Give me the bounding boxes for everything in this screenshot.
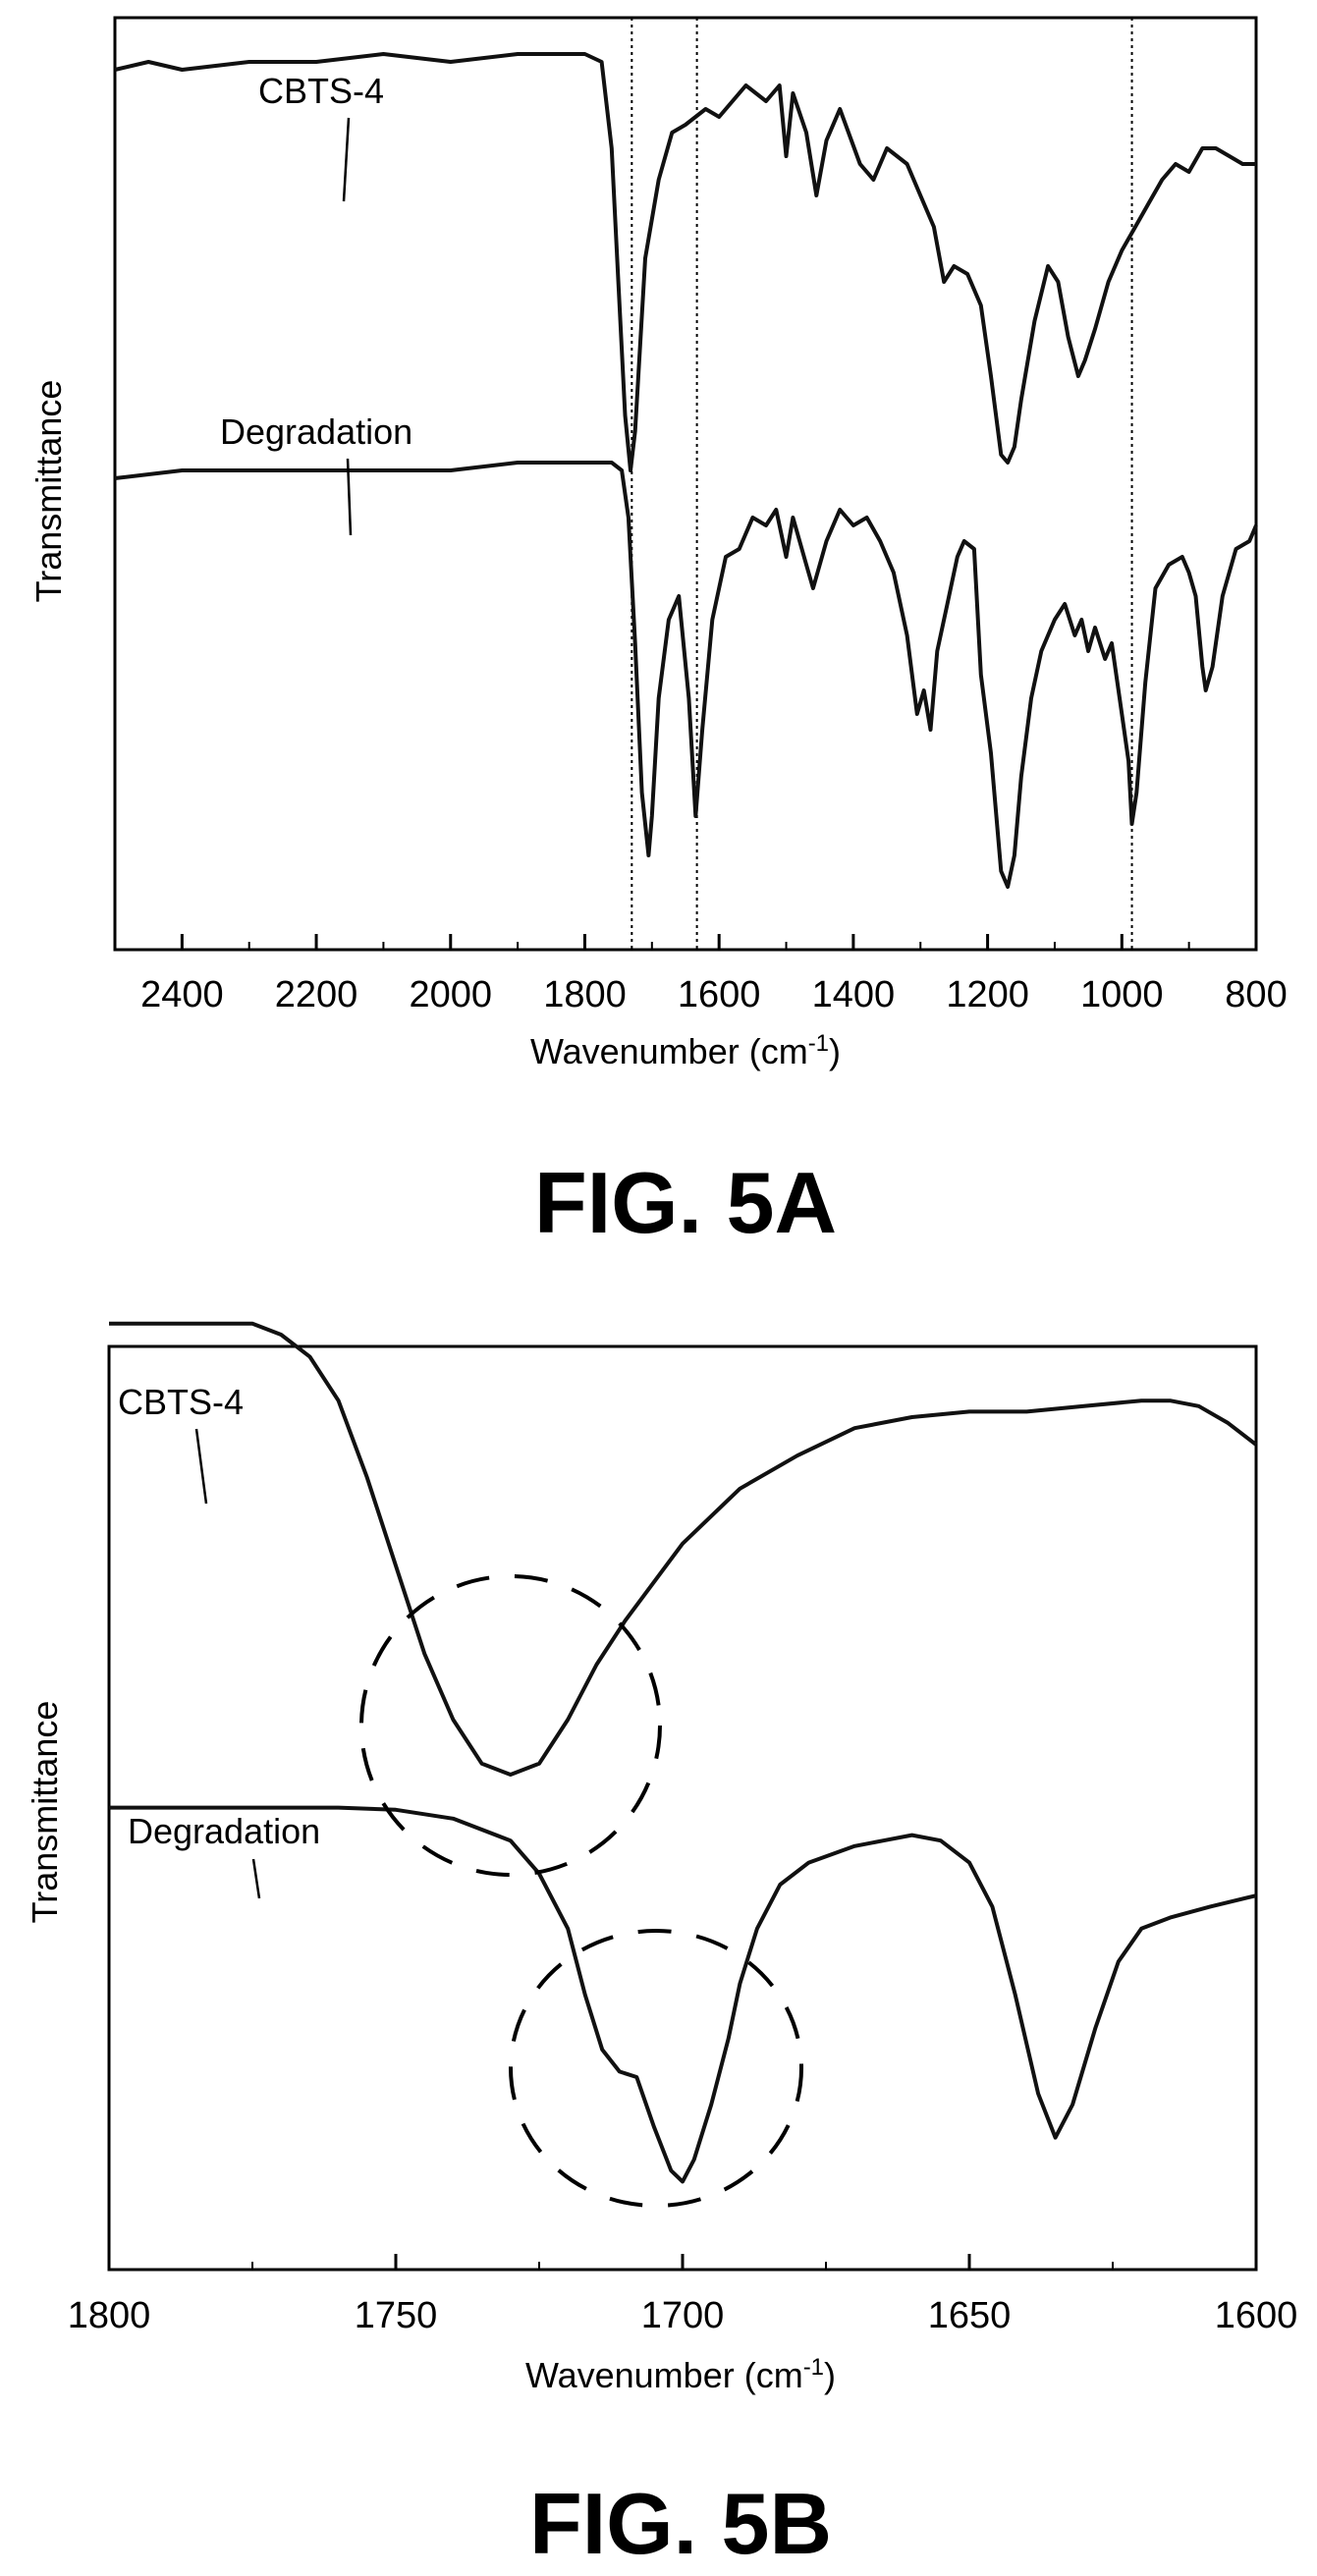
series-label-cbts4-5a: CBTS-4 (258, 71, 384, 111)
x-tick-label-1000: 1000 (1080, 974, 1164, 1015)
series-line-cbts-4-5b (109, 1321, 1258, 1777)
x-tick-label-1800: 1800 (543, 974, 627, 1015)
series-label-degradation-5b: Degradation (128, 1811, 320, 1851)
chart-5a: 2400 2200 2000 1800 1600 1400 1200 1000 800 CBTS… (28, 16, 1288, 1251)
y-axis-title-5a: Transmittance (28, 380, 69, 603)
figure-caption-5a: FIG. 5A (534, 1154, 837, 1251)
series-label-cbts4-5b: CBTS-4 (118, 1382, 244, 1422)
series-label-degradation-5a: Degradation (220, 411, 412, 452)
dashed-circle-degradation-5b (509, 1929, 803, 2208)
leader-line-cbts4-5b (194, 1428, 208, 1505)
series-line-cbts-4-5a (114, 52, 1256, 472)
dashed-circle-cbts4-5b (359, 1574, 662, 1877)
x-tick-label-1800: 1800 (68, 2295, 151, 2336)
leader-line-degradation-5a (346, 458, 353, 536)
series-line-degradation-5b (109, 1805, 1257, 2184)
x-tick-label-2000: 2000 (409, 974, 492, 1015)
x-tick-label-2400: 2400 (140, 974, 224, 1015)
x-tick-label-2200: 2200 (275, 974, 358, 1015)
x-tick-label-800: 800 (1225, 974, 1287, 1015)
x-tick-label-1600: 1600 (1215, 2295, 1298, 2336)
chart-5b: 1800 1750 1700 1650 1600 CBTS-4 Degradation … (25, 1321, 1298, 2572)
leader-line-cbts4-5a (342, 117, 351, 202)
plot-frame-5a (113, 16, 1258, 952)
leader-line-degradation-5b (251, 1858, 261, 1899)
x-tick-label-1750: 1750 (355, 2295, 438, 2336)
series-group-5b (109, 1321, 1258, 2184)
x-axis-title-main-5b: Wavenumber (cm (525, 2355, 803, 2395)
x-ticks-5a: 2400 2200 2000 1800 1600 1400 1200 1000 800 (114, 934, 1288, 1015)
series-line-degradation-5a (114, 461, 1258, 889)
x-axis-title-sup-5b: -1 (803, 2354, 824, 2381)
x-axis-title-5a: Wavenumber (cm-1) (530, 1030, 841, 1072)
series-group-5a (114, 52, 1258, 889)
y-axis-title-5b: Transmittance (25, 1701, 65, 1924)
x-ticks-5b: 1800 1750 1700 1650 1600 (68, 2254, 1298, 2336)
x-axis-title-close-5b: ) (824, 2355, 836, 2395)
x-tick-label-1200: 1200 (946, 974, 1029, 1015)
x-axis-title-5b: Wavenumber (cm-1) (525, 2354, 836, 2396)
x-axis-title-sup-5a: -1 (808, 1030, 829, 1057)
x-tick-label-1700: 1700 (641, 2295, 725, 2336)
figure-caption-5b: FIG. 5B (529, 2475, 832, 2572)
x-tick-label-1650: 1650 (928, 2295, 1012, 2336)
x-tick-label-1600: 1600 (678, 974, 761, 1015)
x-axis-title-close-5a: ) (829, 1031, 841, 1071)
x-tick-label-1400: 1400 (812, 974, 896, 1015)
x-axis-title-main-5a: Wavenumber (cm (530, 1031, 808, 1071)
